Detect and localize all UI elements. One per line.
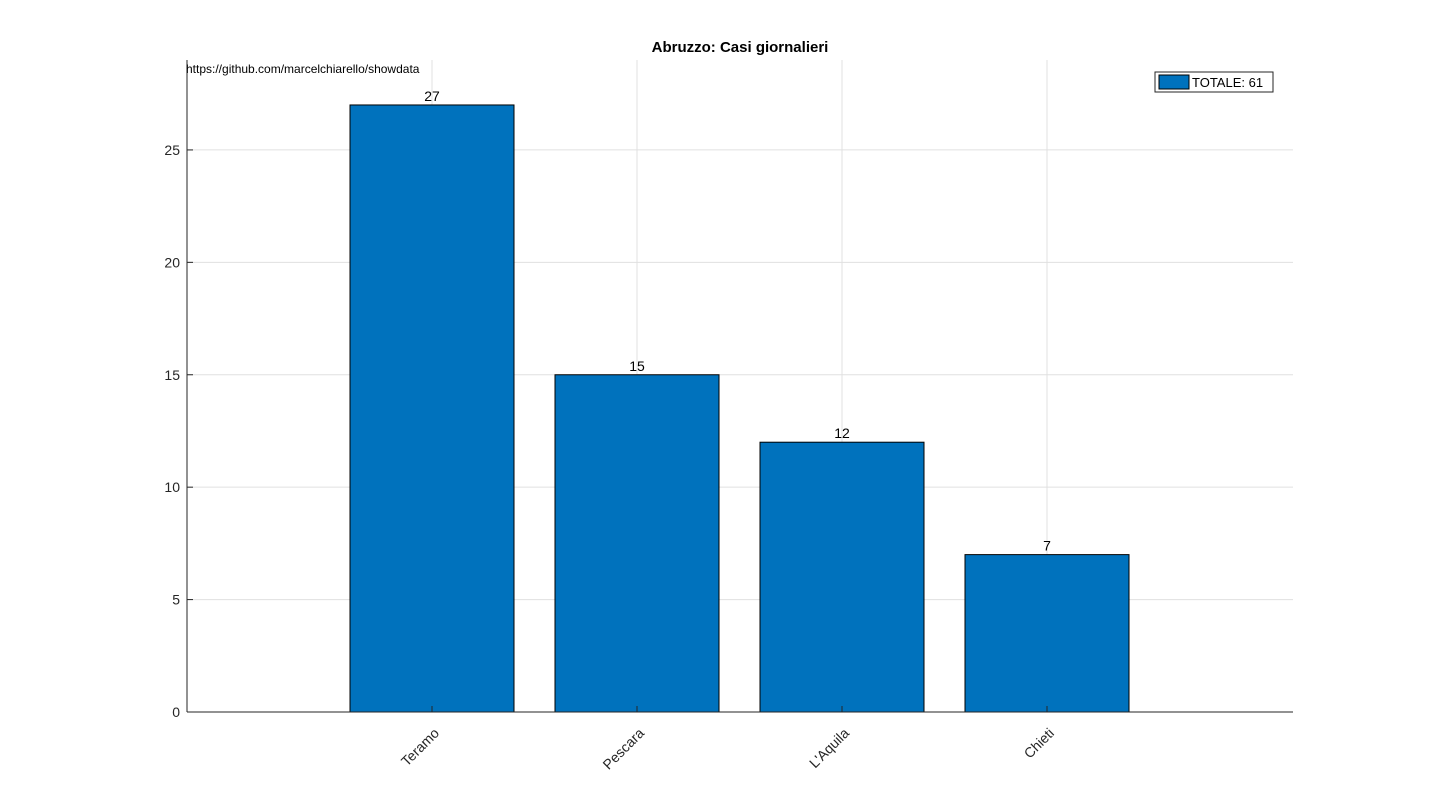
- legend-swatch: [1158, 74, 1190, 90]
- legend-entry: TOTALE: 61: [1192, 75, 1263, 90]
- data-label: 7: [1043, 538, 1051, 554]
- x-tick-label: L'Aquila: [806, 725, 852, 771]
- y-tick-label: 10: [164, 479, 180, 495]
- x-tick-label: Chieti: [1020, 725, 1057, 762]
- bar: [349, 104, 515, 713]
- data-label: 27: [424, 88, 440, 104]
- x-tick-label: Teramo: [398, 725, 442, 769]
- bar: [964, 554, 1130, 713]
- y-tick-label: 25: [164, 142, 180, 158]
- legend: TOTALE: 61: [1154, 71, 1274, 93]
- axes-layer: [186, 60, 1293, 713]
- y-tick-label: 15: [164, 367, 180, 383]
- y-tick-label: 5: [172, 592, 180, 608]
- data-label: 12: [834, 425, 850, 441]
- bar: [554, 374, 720, 713]
- x-tick-label: Pescara: [599, 725, 647, 773]
- bars-layer: [349, 104, 1130, 713]
- y-tick-label: 0: [172, 704, 180, 720]
- y-tick-label: 20: [164, 254, 180, 270]
- chart-title: Abruzzo: Casi giornalieri: [652, 39, 829, 56]
- data-label: 15: [629, 358, 645, 374]
- bar: [759, 441, 925, 713]
- source-url: https://github.com/marcelchiarello/showd…: [186, 62, 420, 76]
